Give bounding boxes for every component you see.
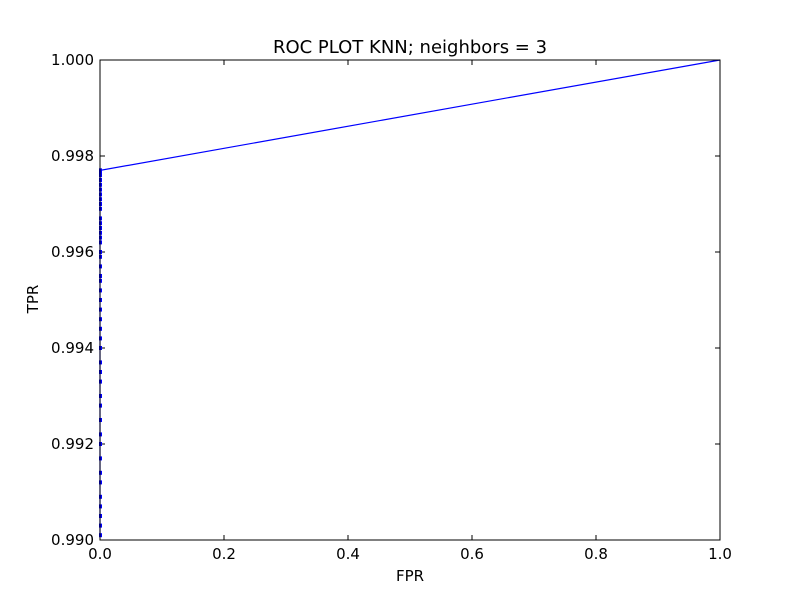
y-axis-label: TPR: [24, 285, 42, 315]
x-tick-label: 0.6: [460, 545, 484, 563]
y-tick-label: 0.996: [51, 243, 94, 261]
ticks-layer: 0.0 0.2 0.4 0.6 0.8 1.0 0.990 0.992 0.994 0.996 0.…: [51, 51, 732, 563]
chart-title: ROC PLOT KNN; neighbors = 3: [273, 37, 547, 58]
x-tick-label: 0.0: [88, 545, 112, 563]
x-tick-label: 0.4: [336, 545, 360, 563]
series-layer: [99, 59, 721, 538]
x-tick-label: 0.8: [584, 545, 608, 563]
y-tick-label: 0.998: [51, 147, 94, 165]
y-tick-label: 1.000: [51, 51, 94, 69]
y-tick-label: 0.990: [51, 531, 94, 549]
plot-frame: [99, 59, 721, 541]
x-tick-label: 1.0: [708, 545, 732, 563]
x-tick-label: 0.2: [212, 545, 236, 563]
y-tick-label: 0.992: [51, 435, 94, 453]
y-tick-label: 0.994: [51, 339, 94, 357]
x-axis-label: FPR: [396, 567, 424, 585]
roc-curve-line: [99, 59, 721, 536]
